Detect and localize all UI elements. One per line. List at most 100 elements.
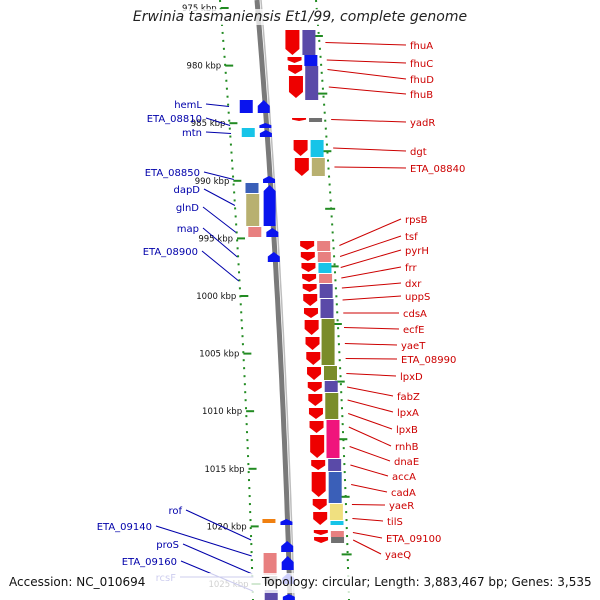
reverse-gene-label: uppS xyxy=(405,292,430,303)
reverse-gene-arrow xyxy=(303,308,318,318)
reverse-label-connector xyxy=(327,69,407,80)
reverse-gene-arrow xyxy=(304,320,319,335)
scale-tick-label: 980 kbp xyxy=(187,62,222,72)
reverse-gene-arrow xyxy=(308,394,323,406)
scale-tick-label: 985 kbp xyxy=(191,119,226,129)
forward-label-connector xyxy=(203,171,234,180)
forward-gene-arrow xyxy=(281,541,294,552)
reverse-gene-label: ecfE xyxy=(403,325,425,336)
reverse-cog-box xyxy=(329,504,343,520)
forward-gene-arrow xyxy=(263,185,276,226)
reverse-label-connector xyxy=(352,539,382,555)
reverse-gene-arrow xyxy=(301,263,316,272)
reverse-cog-box xyxy=(317,241,331,251)
reverse-gene-label: fhuB xyxy=(410,90,433,101)
reverse-cog-box xyxy=(330,521,344,525)
reverse-gene-label: rnhB xyxy=(395,442,419,453)
reverse-cog-box xyxy=(320,299,334,318)
accession-text: Accession: NC_010694 xyxy=(9,575,146,589)
reverse-cog-box xyxy=(305,66,319,100)
reverse-gene-label: yadR xyxy=(410,118,435,129)
forward-cog-box xyxy=(246,194,260,226)
forward-label-connector xyxy=(205,131,232,134)
map-footer: Accession: NC_010694 Topology: circular;… xyxy=(0,573,600,593)
reverse-label-connector xyxy=(352,518,384,522)
reverse-label-connector xyxy=(349,446,391,462)
map-title: Erwinia tasmaniensis Et1/99, complete ge… xyxy=(0,9,600,25)
forward-gene-label: rof xyxy=(168,506,182,517)
reverse-gene-arrow xyxy=(314,537,329,543)
scale-tick-label: 990 kbp xyxy=(195,177,230,187)
reverse-gene-arrow xyxy=(292,118,307,121)
reverse-cog-box xyxy=(304,55,318,66)
label-connectors xyxy=(155,42,407,592)
reverse-cog-box xyxy=(328,459,342,471)
reverse-cog-box xyxy=(311,158,325,176)
reverse-gene-label: ETA_09100 xyxy=(386,534,441,545)
reverse-gene-arrow xyxy=(288,65,303,74)
reverse-label-connector xyxy=(351,484,388,493)
reverse-gene-label: fhuD xyxy=(410,75,434,86)
reverse-gene-label: fhuC xyxy=(410,59,433,70)
forward-label-connector xyxy=(205,103,230,107)
reverse-label-connector xyxy=(342,295,402,301)
reverse-gene-arrow xyxy=(302,284,317,292)
reverse-gene-arrow xyxy=(293,140,308,156)
backbone-line xyxy=(254,0,293,600)
reverse-label-connector xyxy=(348,426,392,447)
reverse-gene-label: fabZ xyxy=(397,392,420,403)
reverse-gene-label: yaeQ xyxy=(385,550,411,561)
forward-gene-label: glnD xyxy=(176,203,199,214)
topology-text: Topology: circular; Length: 3,883,467 bp… xyxy=(262,575,592,589)
reverse-gene-arrow xyxy=(300,241,315,250)
forward-gene-arrow xyxy=(281,556,294,570)
reverse-label-connector xyxy=(339,218,402,246)
reverse-label-connector xyxy=(346,373,397,377)
reverse-cog-box xyxy=(325,393,339,419)
reverse-cog-box xyxy=(317,252,331,262)
reverse-gene-label: dxr xyxy=(405,279,422,290)
forward-gene-label: dapD xyxy=(173,185,200,196)
cog-color-track xyxy=(302,30,345,543)
reverse-gene-label: lpxA xyxy=(397,408,419,419)
reverse-cog-box xyxy=(319,284,333,298)
reverse-cog-box xyxy=(318,263,332,273)
reverse-label-connector xyxy=(350,464,389,477)
reverse-cog-box xyxy=(331,537,345,543)
reverse-cog-box xyxy=(330,531,344,537)
forward-gene-label: ETA_08810 xyxy=(147,114,202,125)
forward-label-connector xyxy=(185,509,252,541)
reverse-gene-arrow xyxy=(307,367,322,380)
reverse-gene-arrow xyxy=(309,421,324,433)
reverse-gene-arrow xyxy=(313,530,328,535)
forward-gene-label: map xyxy=(177,224,199,235)
reverse-gene-arrow xyxy=(294,158,309,176)
forward-gene-arrow xyxy=(259,123,272,128)
forward-strand-track xyxy=(239,100,295,600)
forward-gene-label: ETA_08900 xyxy=(143,247,198,258)
reverse-label-connector xyxy=(325,42,407,46)
forward-cog-box xyxy=(264,590,278,600)
backbone-highlight xyxy=(260,0,295,600)
reverse-cog-box xyxy=(319,274,333,283)
reverse-label-connector xyxy=(352,532,383,539)
reverse-gene-label: yaeR xyxy=(389,501,414,512)
forward-cog-box xyxy=(248,227,262,237)
reverse-cog-box xyxy=(309,118,323,122)
reverse-gene-arrow xyxy=(285,30,300,55)
reverse-gene-arrow xyxy=(306,352,321,365)
reverse-gene-label: ETA_08840 xyxy=(410,164,465,175)
reverse-gene-arrow xyxy=(287,57,302,63)
forward-cog-box xyxy=(263,553,277,575)
reverse-label-connector xyxy=(334,166,407,169)
reverse-label-connector xyxy=(333,147,407,152)
reverse-gene-label: dgt xyxy=(410,147,427,158)
reverse-label-connector xyxy=(341,282,402,289)
forward-gene-arrow xyxy=(267,252,280,262)
forward-cog-box xyxy=(262,519,276,523)
reverse-cog-box xyxy=(328,472,342,503)
reverse-gene-label: tsf xyxy=(405,232,418,243)
reverse-gene-arrow xyxy=(311,460,326,470)
reverse-gene-label: lpxB xyxy=(396,425,418,436)
